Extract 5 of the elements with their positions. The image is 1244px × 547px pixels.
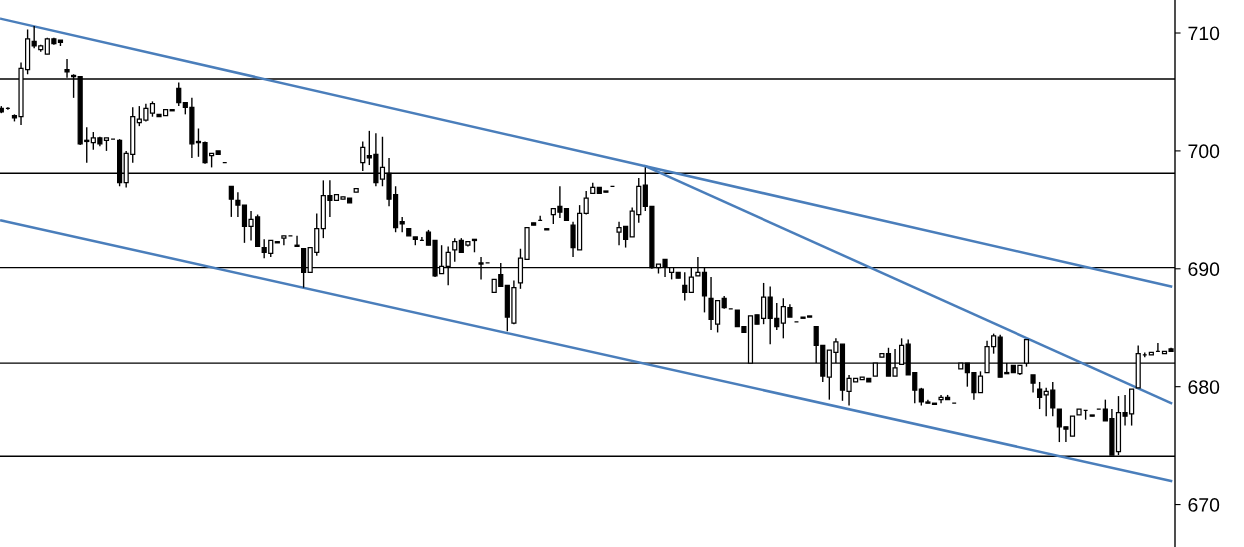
y-tick-label: 710 — [1188, 26, 1220, 41]
y-tick-label: 680 — [1188, 380, 1220, 394]
y-tick-label: 700 — [1188, 144, 1220, 159]
y-tick-label: 670 — [1188, 498, 1220, 512]
y-tick-label: 690 — [1188, 262, 1220, 277]
